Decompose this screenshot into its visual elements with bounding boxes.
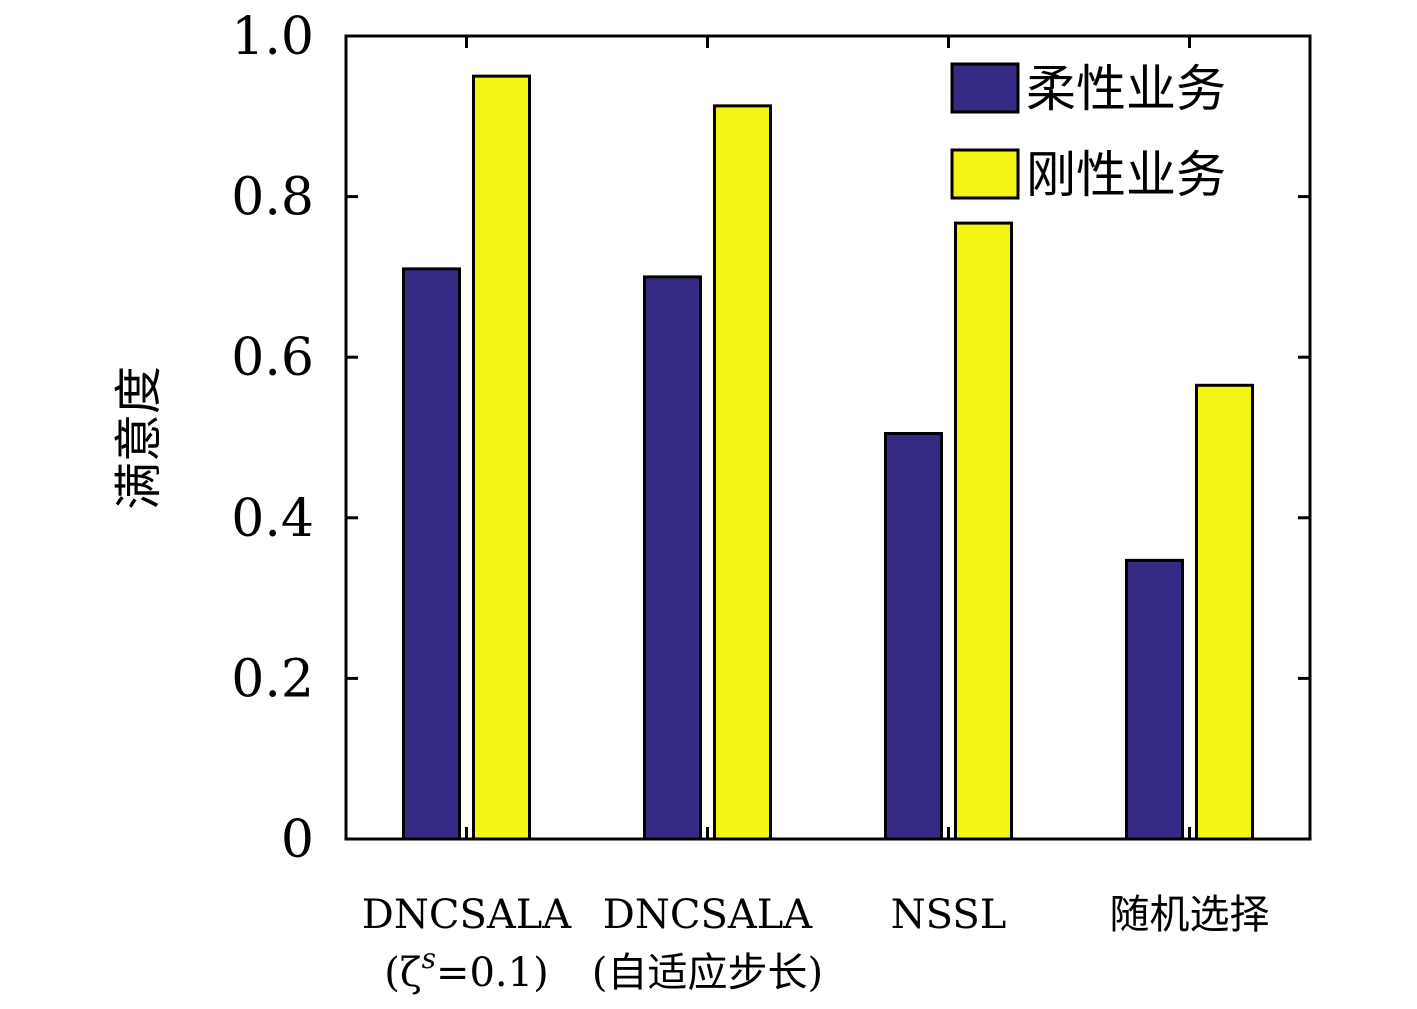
bar — [884, 431, 943, 841]
y-tick-labels: 0 0.2 0.4 0.6 0.8 1.0 — [231, 7, 314, 870]
bar — [713, 104, 772, 841]
y-tick-label: 0.2 — [231, 649, 314, 709]
category-label: NSSL — [891, 892, 1007, 938]
bar — [1125, 558, 1184, 841]
bar — [402, 267, 461, 841]
bars-group — [402, 74, 1254, 841]
category-label: DNCSALA — [603, 892, 814, 938]
category-label: 随机选择 — [1110, 892, 1270, 938]
category-labels: DNCSALA(ζs=0.1)DNCSALA(自适应步长)NSSL 随机选择 — [362, 892, 1270, 996]
y-tick-label: 0.8 — [231, 168, 314, 228]
y-tick-label: 0 — [281, 810, 314, 870]
axis-ticks — [346, 34, 1310, 841]
legend-label: 柔性业务 — [1026, 60, 1226, 118]
bar — [954, 221, 1013, 841]
y-tick-label: 0.4 — [231, 489, 314, 549]
category-label: DNCSALA — [362, 892, 573, 938]
y-axis-label: 满意度 — [111, 366, 167, 510]
bar — [643, 275, 702, 841]
bar — [1195, 383, 1254, 841]
category-label: (ζs=0.1) — [384, 942, 548, 996]
y-tick-label: 1.0 — [231, 7, 314, 67]
y-tick-label: 0.6 — [231, 328, 314, 388]
legend-swatch — [950, 148, 1020, 200]
legend-label: 刚性业务 — [1026, 146, 1226, 204]
category-label: (自适应步长) — [592, 950, 823, 996]
plot-frame — [344, 34, 1312, 841]
legend-swatch — [950, 62, 1020, 114]
bar — [472, 74, 531, 841]
